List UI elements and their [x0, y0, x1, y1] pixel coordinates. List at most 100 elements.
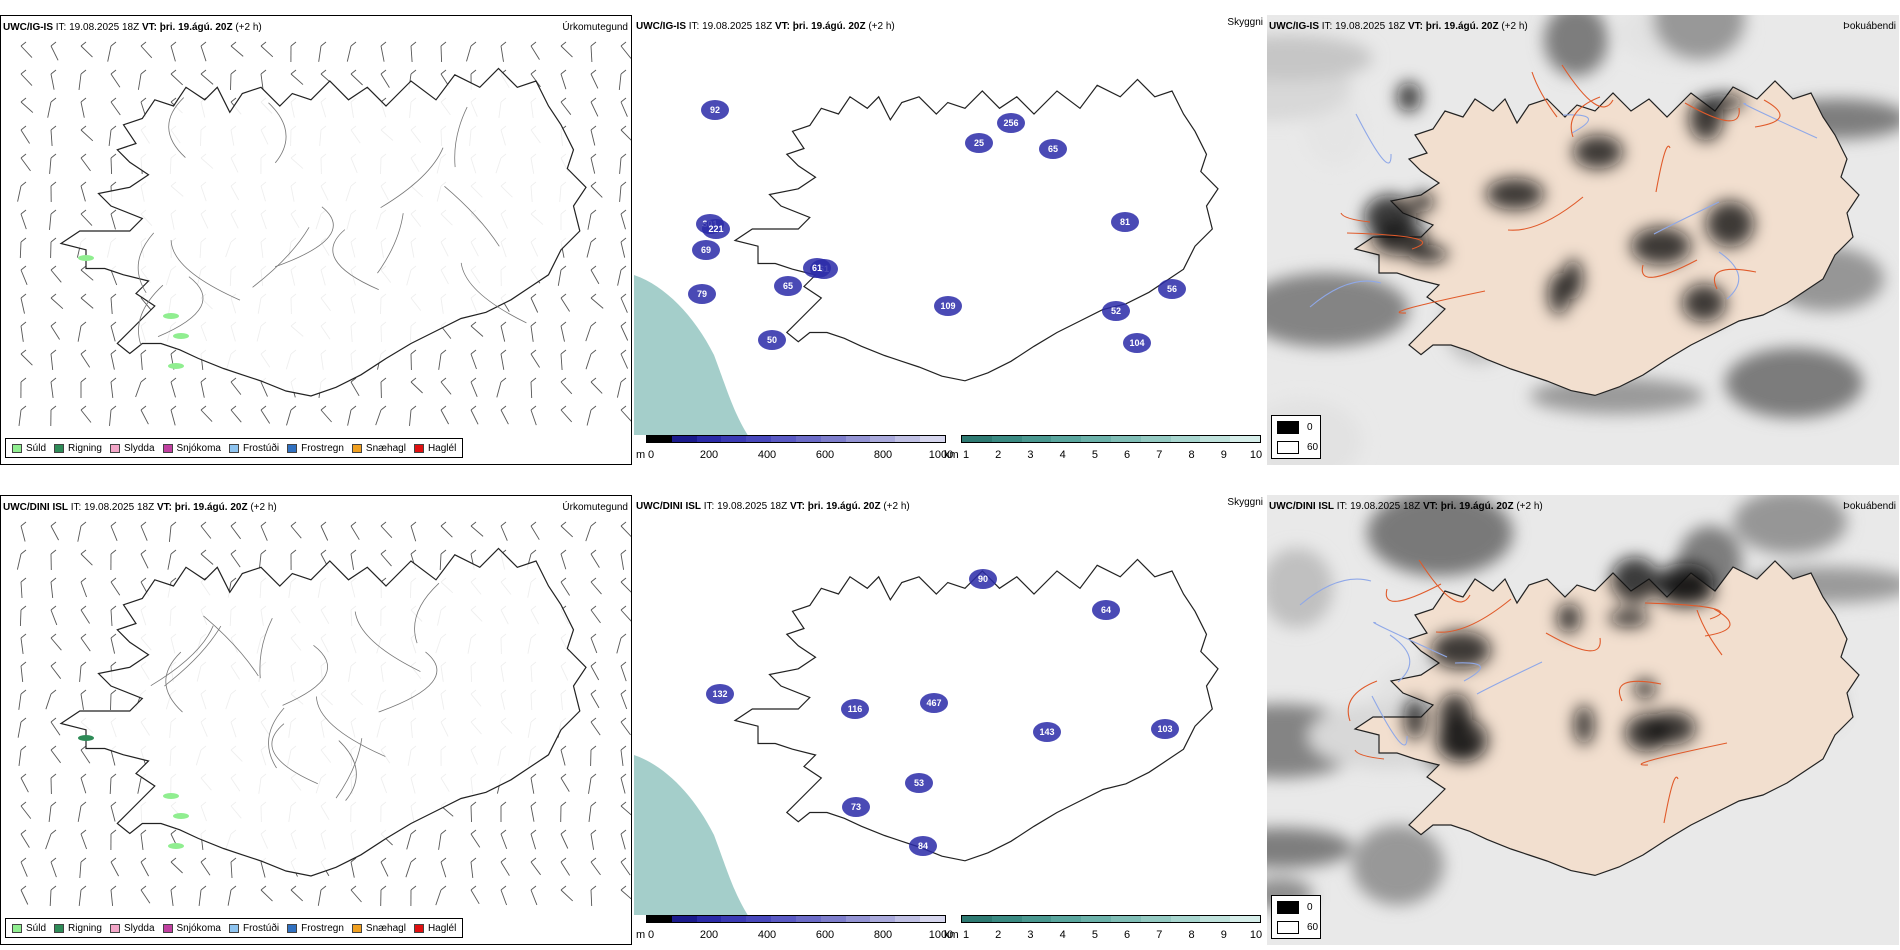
colorbar-ticks: 0 200 400 600 800 1000: [648, 449, 953, 461]
panel-label: Skyggni: [1227, 17, 1263, 28]
fog-indicator-panel-1: UWC/IG-IS IT: 19.08.2025 18Z VT: þri. 19…: [1267, 15, 1899, 465]
river: [1355, 113, 1392, 164]
visibility-blob: [1092, 600, 1120, 620]
visibility-value-label: 61: [812, 263, 822, 273]
visibility-value-label: 64: [1101, 605, 1111, 615]
colorbar-tick: 6: [1124, 929, 1131, 941]
iceland-outline: [733, 78, 1219, 382]
colorbar-tick: 800: [873, 449, 893, 461]
legend-item: Frostúði: [228, 443, 279, 454]
colorbar-tick: 3: [1027, 449, 1034, 461]
visibility-value-label: 256: [1003, 118, 1018, 128]
river: [1309, 280, 1382, 308]
legend-label: Frostregn: [301, 442, 344, 454]
river: [1562, 114, 1590, 134]
panel-label: Þokuábendi: [1843, 21, 1896, 32]
colorbar-tick: 600: [815, 929, 835, 941]
colorbar-tick: 5: [1091, 449, 1098, 461]
visibility-blob: [1102, 301, 1130, 321]
legend-swatch: [413, 443, 424, 453]
road: [1641, 259, 1698, 278]
iceland-outline: [733, 558, 1219, 862]
legend-item: Súld: [12, 443, 46, 454]
visibility-blob: [909, 836, 937, 856]
legend-label: 60: [1307, 922, 1319, 933]
legend-item: 60: [1277, 921, 1318, 934]
colorbar-unit-km: km: [944, 929, 959, 941]
legend-label: Frostúði: [242, 922, 280, 934]
legend-item: Frostregn: [287, 923, 344, 934]
legend-item: Slydda: [109, 443, 155, 454]
colorbar-tick: 2: [995, 929, 1002, 941]
road: [1618, 680, 1662, 702]
colorbar-tick: 9: [1220, 449, 1227, 461]
colorbar-tick: 600: [815, 449, 835, 461]
visibility-blob: [1039, 139, 1067, 159]
road: [1507, 196, 1584, 231]
low-visibility-area: [634, 755, 748, 915]
legend-swatch: [228, 923, 239, 933]
legend-label: Frostregn: [301, 922, 344, 934]
colorbar-unit-m: m: [636, 929, 646, 941]
legend-label: Súld: [26, 922, 47, 934]
road: [1354, 749, 1385, 760]
river: [1371, 695, 1408, 746]
river: [1476, 661, 1543, 695]
road: [1696, 609, 1723, 656]
visibility-blob: [1123, 333, 1151, 353]
legend-swatch: [287, 443, 298, 453]
legend-swatch: [228, 443, 239, 453]
visibility-value-label: 81: [1120, 217, 1130, 227]
road: [1346, 232, 1424, 250]
fog-indicator-legend: 0 60: [1271, 415, 1321, 459]
visibility-value-label: 79: [697, 289, 707, 299]
legend-swatch: [1277, 421, 1299, 434]
colorbar-tick: 1: [962, 449, 970, 461]
river: [1373, 621, 1448, 658]
colorbar-tick: 400: [757, 449, 777, 461]
road: [1663, 776, 1679, 824]
visibility-blob: [803, 258, 831, 278]
precip-type-legend: Súld Rigning Slydda Snjókoma Frostúði Fr…: [5, 438, 464, 458]
visibility-blob: [1111, 212, 1139, 232]
visibility-panel-2: UWC/DINI ISL IT: 19.08.2025 18Z VT: þri.…: [634, 495, 1266, 945]
visibility-blob: [701, 100, 729, 120]
iceland-outline: [59, 547, 587, 877]
panel-label: Úrkomutegund: [562, 22, 628, 33]
legend-label: Snjókoma: [176, 442, 221, 454]
legend-item: Snjókoma: [162, 442, 221, 454]
road: [1545, 632, 1601, 652]
visibility-blob: [965, 133, 993, 153]
legend-item: Rigning: [54, 443, 102, 454]
colorbar-tick: 8: [1188, 929, 1195, 941]
colorbar-unit-m: m: [636, 449, 646, 461]
legend-label: Snæhagl: [365, 922, 406, 934]
road: [1644, 602, 1722, 620]
precip-type-panel-1: UWC/IG-IS IT: 19.08.2025 18Z VT: þri. 19…: [0, 15, 632, 465]
colorbar-tick: 1: [962, 929, 970, 941]
road: [1704, 608, 1731, 637]
visibility-blob: [905, 773, 933, 793]
legend-item: Snjókoma: [162, 922, 221, 934]
legend-label: 0: [1307, 422, 1313, 433]
visibility-panel-1: UWC/IG-IS IT: 19.08.2025 18Z VT: þri. 19…: [634, 15, 1266, 465]
visibility-value-label: 25: [974, 138, 984, 148]
colorbar-tick: 5: [1091, 929, 1098, 941]
legend-swatch: [109, 923, 120, 933]
visibility-blob: [758, 330, 786, 350]
visibility-value-label: 467: [926, 698, 941, 708]
legend-item: 60: [1277, 441, 1318, 454]
river: [1653, 201, 1720, 235]
visibility-m-colorbar: [646, 435, 946, 443]
colorbar-tick: 4: [1059, 449, 1066, 461]
visibility-value-label: 56: [1167, 284, 1177, 294]
legend-swatch: [109, 443, 120, 453]
legend-label: Haglél: [427, 442, 457, 454]
legend-label: Snjókoma: [176, 922, 221, 934]
visibility-value-label: 143: [1039, 727, 1054, 737]
visibility-value-label: 53: [914, 778, 924, 788]
colorbar-tick: 0: [647, 929, 655, 941]
visibility-value-label: 103: [1157, 724, 1172, 734]
legend-label: Rigning: [68, 922, 102, 934]
visibility-blob: [706, 684, 734, 704]
